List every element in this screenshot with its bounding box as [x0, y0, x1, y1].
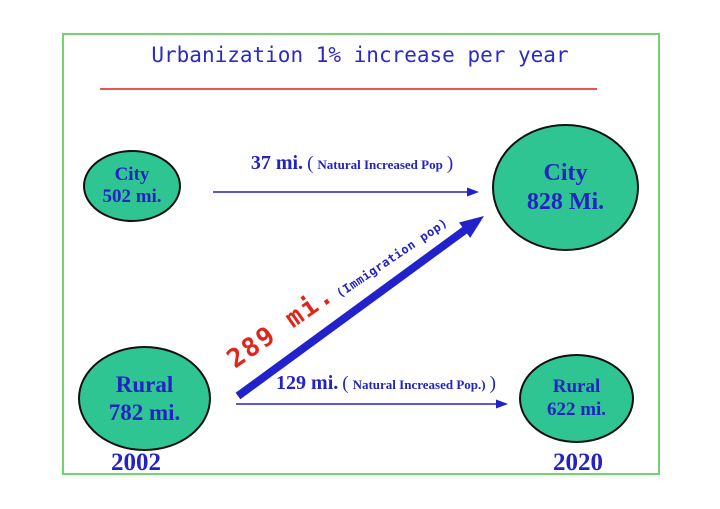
node-rural-2020: Rural 622 mi.	[519, 354, 634, 443]
node-city-2002: City 502 mi.	[83, 150, 181, 222]
flow-value: 37 mi.	[250, 152, 304, 174]
node-rural-2002: Rural 782 mi.	[78, 346, 211, 451]
title-underline	[100, 88, 597, 90]
flow-value: 129 mi.	[276, 372, 339, 394]
rural-natural-increase-label: 129 mi. ( Natural Increased Pop.) )	[236, 372, 536, 395]
year-start-label: 2002	[111, 449, 161, 476]
city-natural-increase-label: 37 mi. ( Natural Increased Pop )	[202, 152, 502, 175]
node-city-2020: City 828 Mi.	[492, 124, 639, 251]
flow-note: Natural Increased Pop	[317, 157, 443, 172]
node-value: 622 mi.	[546, 398, 607, 420]
year-end-label: 2020	[553, 449, 603, 476]
node-value: 502 mi.	[102, 186, 162, 207]
node-label: Rural	[552, 376, 601, 398]
flow-note: Natural Increased Pop.)	[352, 377, 486, 392]
node-value: 828 Mi.	[526, 188, 605, 215]
paren-open: (	[342, 373, 349, 394]
node-label: Rural	[115, 372, 174, 398]
node-label: City	[543, 160, 588, 187]
paren-open: (	[307, 153, 314, 174]
paren-close: )	[446, 153, 454, 174]
slide-border-frame	[62, 33, 660, 475]
page-title: Urbanization 1% increase per year	[151, 43, 569, 67]
node-value: 782 mi.	[108, 399, 181, 425]
node-label: City	[114, 163, 150, 185]
paren-close: )	[489, 373, 496, 394]
